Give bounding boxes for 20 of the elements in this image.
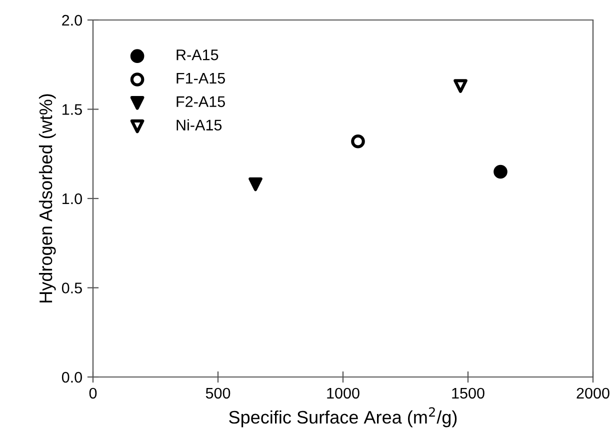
y-tick-label: 1.5 <box>62 104 82 115</box>
x-tick-label: 0 <box>89 388 97 399</box>
x-tick-label: 2000 <box>576 388 610 399</box>
legend-label: F1-A15 <box>176 72 225 84</box>
y-tick-label: 0.5 <box>62 282 82 294</box>
point <box>454 79 468 93</box>
x-tick-label: 1000 <box>327 388 360 399</box>
x-axis-title: Specific Surface Area (m$^{2}$/g) <box>229 407 457 428</box>
legend-label: F2-A15 <box>176 96 225 108</box>
point <box>351 134 365 148</box>
legend-label: Ni-A15 <box>176 119 222 130</box>
y-tick-label: 2.0 <box>62 14 82 26</box>
point <box>248 177 262 192</box>
legend-label: R-A15 <box>176 50 218 60</box>
point <box>494 164 508 179</box>
y-tick-label: 1.0 <box>62 193 82 204</box>
x-tick-label: 500 <box>206 388 230 399</box>
y-axis-title: Hydrogen Adsorbed (wt%) <box>38 94 56 302</box>
y-tick-label: 0.0 <box>62 372 82 383</box>
x-tick-label: 1500 <box>452 388 484 399</box>
